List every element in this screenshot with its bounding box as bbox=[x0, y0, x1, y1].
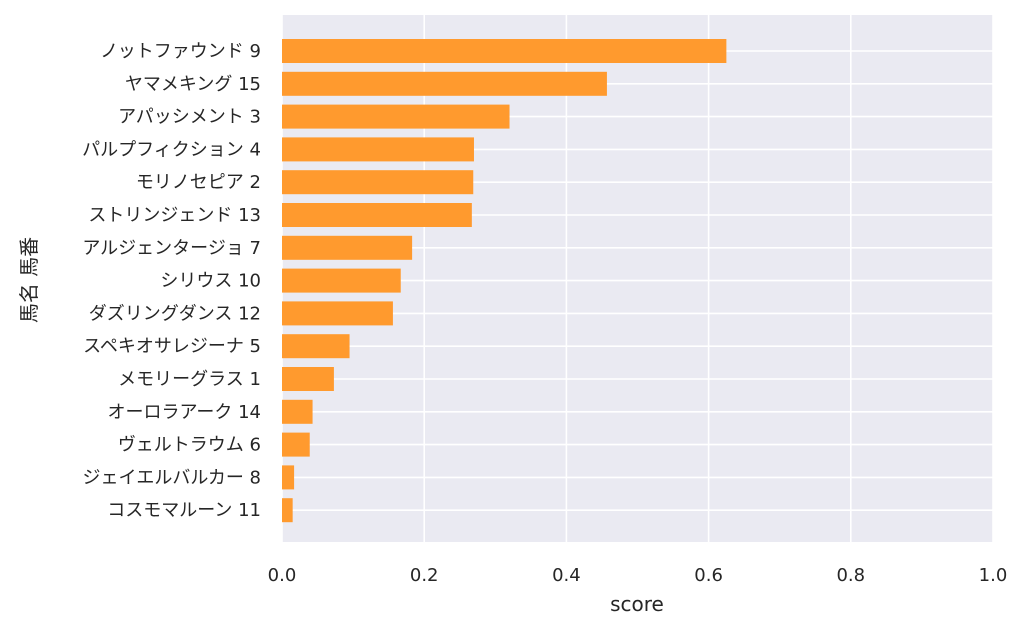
bar bbox=[282, 301, 393, 326]
bar bbox=[282, 71, 607, 96]
y-axis-label: 馬名 馬番 bbox=[17, 237, 41, 323]
y-tick-label: ダズリングダンス 12 bbox=[89, 303, 261, 324]
x-tick-label: 1.0 bbox=[979, 565, 1008, 586]
y-tick-label: メモリーグラス 1 bbox=[118, 369, 261, 390]
x-axis-label: score bbox=[610, 592, 664, 616]
y-tick-label: オーロラアーク 14 bbox=[107, 402, 261, 423]
y-tick-label: ヴェルトラウム 6 bbox=[118, 435, 261, 456]
bar bbox=[282, 465, 295, 490]
bar bbox=[282, 268, 401, 293]
y-tick-label: ノットファウンド 9 bbox=[100, 41, 261, 62]
y-tick-label: コスモマルーン 11 bbox=[107, 500, 261, 521]
y-tick-label: パルプフィクション 4 bbox=[82, 139, 261, 160]
y-tick-label: シリウス 10 bbox=[160, 271, 261, 292]
bar bbox=[282, 170, 474, 195]
bar bbox=[282, 334, 350, 359]
y-tick-label: モリノセピア 2 bbox=[136, 172, 261, 193]
y-tick-labels: ノットファウンド 9 ヤマメキング 15 アパッシメント 3 パルプフィクション 4 モ… bbox=[82, 41, 261, 521]
x-tick-label: 0.6 bbox=[694, 565, 723, 586]
bar bbox=[282, 235, 413, 260]
y-tick-label: ストリンジェンド 13 bbox=[88, 205, 261, 226]
x-tick-label: 0.8 bbox=[836, 565, 865, 586]
x-tick-labels: 0.0 0.2 0.4 0.6 0.8 1.0 bbox=[268, 565, 1008, 586]
bar bbox=[282, 432, 310, 457]
bar bbox=[282, 203, 472, 227]
y-tick-label: ジェイエルバルカー 8 bbox=[83, 467, 261, 488]
bar bbox=[282, 137, 474, 162]
x-tick-label: 0.2 bbox=[410, 565, 439, 586]
bar bbox=[282, 367, 334, 391]
y-tick-label: スペキオサレジーナ 5 bbox=[83, 336, 261, 357]
y-tick-label: アパッシメント 3 bbox=[118, 107, 261, 128]
y-tick-label: アルジェンタージョ 7 bbox=[82, 238, 261, 259]
bar bbox=[282, 104, 510, 129]
bar bbox=[282, 498, 293, 523]
bars bbox=[282, 39, 727, 523]
x-tick-label: 0.0 bbox=[268, 565, 297, 586]
y-tick-label: ヤマメキング 15 bbox=[125, 74, 261, 95]
bar bbox=[282, 399, 313, 424]
bar bbox=[282, 39, 727, 63]
x-tick-label: 0.4 bbox=[552, 565, 581, 586]
